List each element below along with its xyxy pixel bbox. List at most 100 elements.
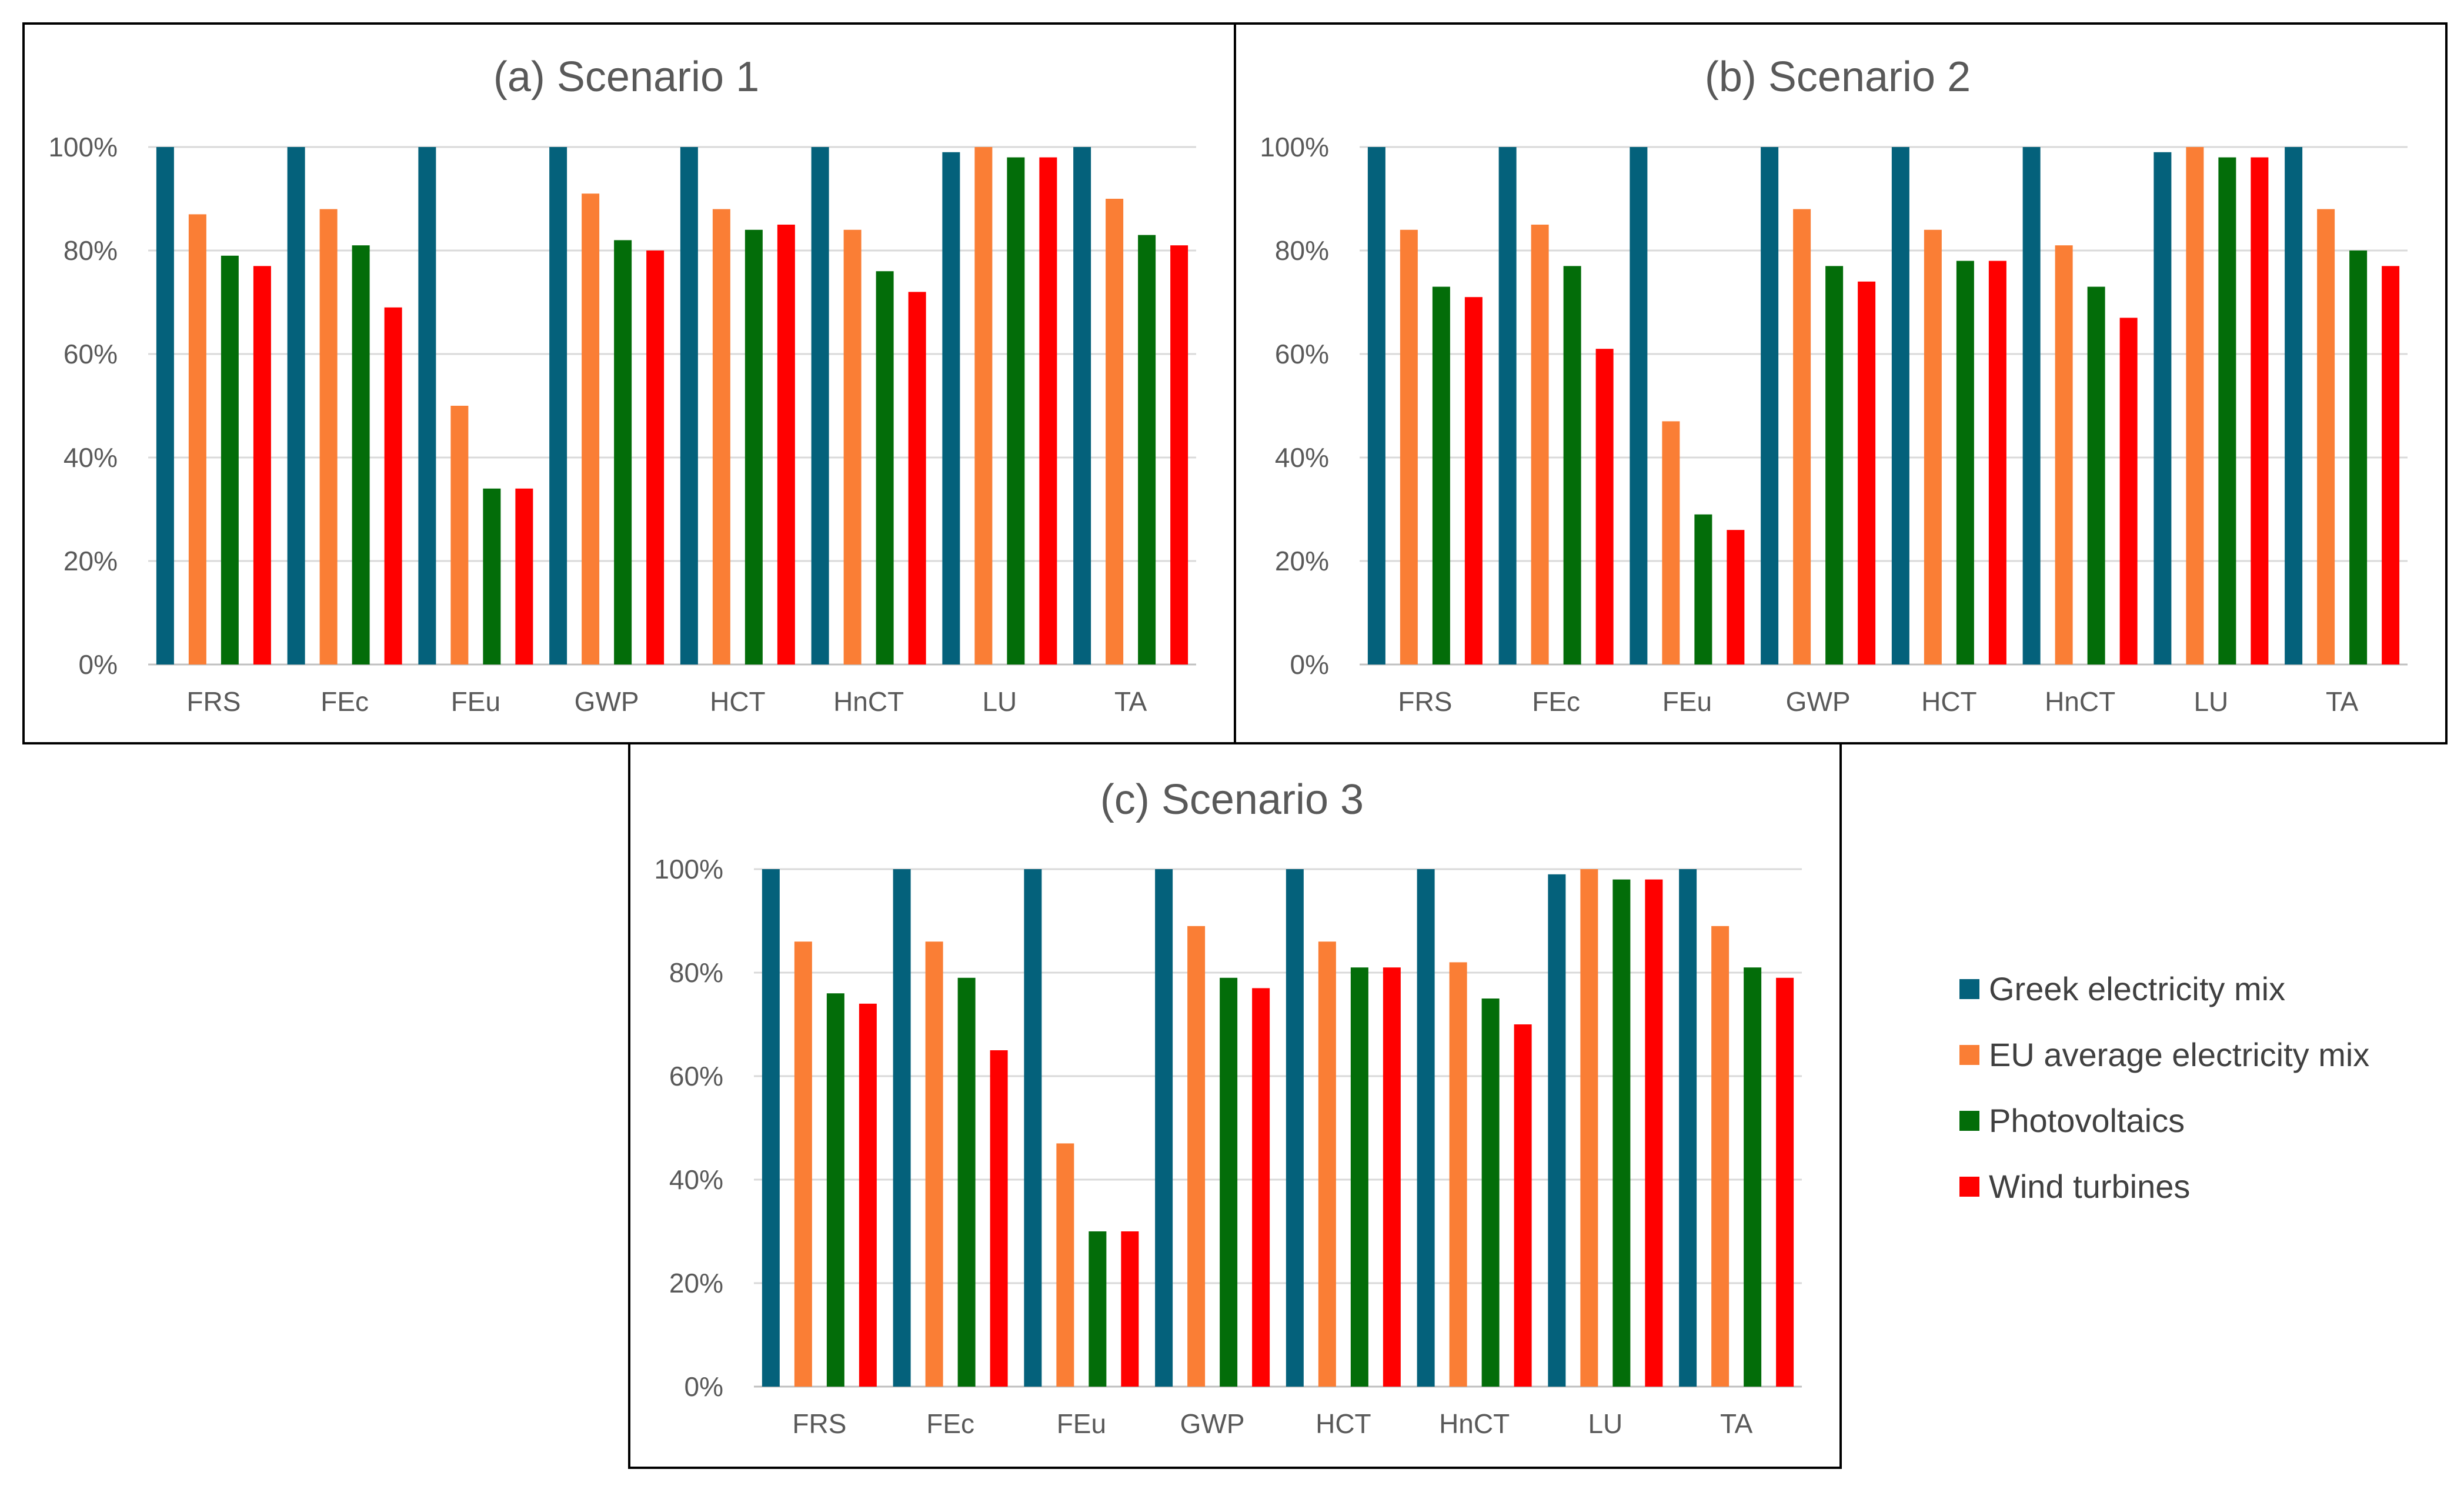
- bars: [1367, 147, 2400, 665]
- y-tick-label: 40%: [669, 1164, 723, 1195]
- bar-greek-ta: [1073, 147, 1091, 664]
- bar-wind-turbines-gwp: [1252, 988, 1270, 1387]
- x-tick-label: HCT: [1921, 686, 1977, 717]
- x-axis-ticks: FRS FEc FEu GWP HCT HnCT LU TA: [792, 1408, 1752, 1439]
- x-tick-label: TA: [2326, 686, 2359, 717]
- legend: Greek electricity mix EU average electri…: [1959, 970, 2369, 1205]
- x-tick-label: HnCT: [833, 686, 904, 717]
- y-tick-label: 40%: [1275, 442, 1329, 473]
- bar-eu-average-feu: [1662, 421, 1680, 664]
- y-tick-label: 80%: [1275, 235, 1329, 266]
- chart-title: (c) Scenario 3: [1100, 776, 1364, 823]
- bar-greek-hct: [680, 147, 698, 664]
- bar-eu-average-lu: [1580, 869, 1598, 1387]
- y-tick-label: 0%: [1290, 649, 1329, 680]
- bar-wind-turbines-fec: [384, 307, 402, 664]
- bar-eu-average-gwp: [1793, 209, 1811, 665]
- y-tick-label: 20%: [64, 546, 118, 576]
- bar-wind-turbines-lu: [1039, 157, 1057, 665]
- bar-greek-frs: [762, 869, 780, 1387]
- bar-wind-turbines-gwp: [646, 251, 665, 664]
- bar-wind-turbines-hnct: [908, 292, 926, 664]
- legend-swatch: [1959, 979, 1979, 999]
- bar-greek-gwp: [1155, 869, 1173, 1387]
- legend-label: EU average electricity mix: [1989, 1036, 2369, 1073]
- bar-photovoltaics-hct: [1350, 967, 1368, 1387]
- bar-wind-turbines-ta: [1170, 245, 1188, 664]
- bar-eu-average-gwp: [582, 193, 600, 664]
- bar-greek-hct: [1286, 869, 1304, 1387]
- bar-photovoltaics-fec: [352, 245, 370, 664]
- bar-eu-average-ta: [2317, 209, 2335, 665]
- legend-item-eu: EU average electricity mix: [1959, 1036, 2369, 1073]
- y-tick-label: 40%: [64, 442, 118, 473]
- bar-photovoltaics-gwp: [1220, 977, 1238, 1387]
- legend-swatch: [1959, 1111, 1979, 1131]
- bar-photovoltaics-hnct: [2087, 286, 2105, 665]
- bar-eu-average-lu: [2186, 147, 2204, 664]
- bar-photovoltaics-feu: [483, 488, 501, 664]
- bar-photovoltaics-frs: [1432, 286, 1450, 665]
- bar-greek-hnct: [2022, 147, 2041, 664]
- bar-eu-average-lu: [974, 147, 993, 664]
- bar-photovoltaics-ta: [1744, 967, 1762, 1387]
- y-tick-label: 20%: [669, 1268, 723, 1298]
- legend-label: Wind turbines: [1989, 1168, 2190, 1205]
- bar-photovoltaics-gwp: [614, 240, 632, 664]
- bar-photovoltaics-fec: [957, 977, 976, 1387]
- x-tick-label: LU: [982, 686, 1017, 717]
- bar-eu-average-frs: [188, 214, 206, 664]
- y-tick-label: 100%: [48, 132, 118, 162]
- bar-wind-turbines-hnct: [1514, 1024, 1532, 1387]
- bar-greek-lu: [1548, 874, 1566, 1387]
- x-tick-label: HCT: [1316, 1408, 1371, 1439]
- legend-item-greek: Greek electricity mix: [1959, 970, 2285, 1007]
- bar-eu-average-hct: [712, 209, 730, 665]
- x-tick-label: FRS: [1398, 686, 1452, 717]
- bar-eu-average-ta: [1711, 926, 1730, 1387]
- bar-eu-average-gwp: [1187, 926, 1206, 1387]
- x-tick-label: FEu: [1057, 1408, 1106, 1439]
- bar-wind-turbines-feu: [515, 488, 533, 664]
- bar-photovoltaics-frs: [826, 993, 844, 1387]
- bar-eu-average-hct: [1924, 229, 1942, 664]
- x-tick-label: HCT: [710, 686, 766, 717]
- x-tick-label: FRS: [792, 1408, 846, 1439]
- bar-eu-average-hnct: [1449, 962, 1467, 1387]
- x-axis-ticks: FRS FEc FEu GWP HCT HnCT LU TA: [1398, 686, 2358, 717]
- bar-eu-average-feu: [1056, 1143, 1074, 1387]
- legend-swatch: [1959, 1045, 1979, 1065]
- bar-eu-average-hct: [1318, 941, 1336, 1387]
- legend-swatch: [1959, 1177, 1979, 1197]
- bar-eu-average-hnct: [843, 229, 862, 664]
- legend-label: Photovoltaics: [1989, 1102, 2185, 1139]
- x-tick-label: GWP: [575, 686, 639, 717]
- x-tick-label: GWP: [1180, 1408, 1245, 1439]
- bar-wind-turbines-fec: [990, 1050, 1008, 1387]
- bar-wind-turbines-hct: [777, 225, 795, 664]
- bar-eu-average-feu: [450, 406, 469, 664]
- chart-title: (b) Scenario 2: [1705, 54, 1971, 101]
- bar-greek-feu: [1024, 869, 1042, 1387]
- y-tick-label: 60%: [64, 339, 118, 369]
- x-tick-label: FEu: [1662, 686, 1712, 717]
- legend-label: Greek electricity mix: [1989, 970, 2285, 1007]
- bar-photovoltaics-fec: [1563, 266, 1581, 664]
- bar-eu-average-frs: [1400, 229, 1418, 664]
- chart-panel-scenario-1: (a) Scenario 1 0% 20% 40% 60% 80% 100% F…: [22, 22, 1236, 744]
- bar-photovoltaics-lu: [1007, 157, 1025, 665]
- bar-wind-turbines-gwp: [1858, 281, 1876, 664]
- bar-wind-turbines-lu: [2251, 157, 2269, 665]
- legend-item-wind: Wind turbines: [1959, 1168, 2190, 1205]
- bar-wind-turbines-hct: [1988, 261, 2006, 665]
- bar-greek-frs: [1367, 147, 1385, 664]
- bar-greek-gwp: [1761, 147, 1779, 664]
- bar-photovoltaics-feu: [1694, 514, 1712, 664]
- bar-wind-turbines-feu: [1121, 1231, 1139, 1387]
- bar-photovoltaics-feu: [1089, 1231, 1107, 1387]
- bar-greek-lu: [2154, 152, 2172, 664]
- bars: [762, 869, 1794, 1387]
- bar-photovoltaics-hct: [1956, 261, 1974, 665]
- x-tick-label: LU: [1588, 1408, 1622, 1439]
